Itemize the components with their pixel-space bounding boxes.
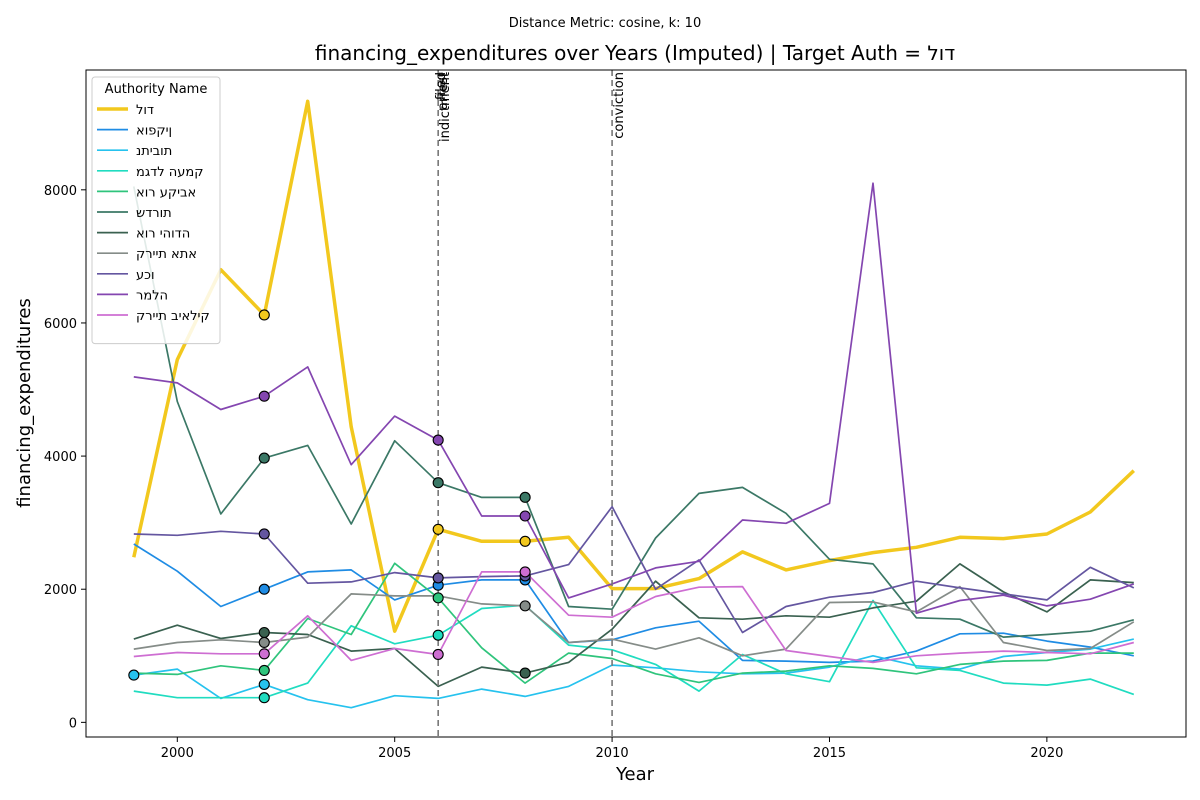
legend-label-2: תוביתנ	[136, 144, 172, 159]
legend-label-3: קמעה לדגמ	[136, 165, 204, 180]
point-marker-8-2006	[432, 572, 444, 584]
legend-label-4: אביקע רוא	[136, 185, 196, 200]
point-marker-0-2008	[519, 535, 531, 547]
chart-title: financing_expenditures over Years (Imput…	[315, 41, 955, 65]
point-marker-0-2006	[432, 523, 444, 535]
point-marker-6-2002	[258, 626, 270, 639]
point-marker-10-2008	[519, 566, 531, 578]
point-marker-1-2002	[258, 583, 270, 595]
point-marker-5-2002	[258, 452, 270, 464]
x-axis-title: Year	[615, 764, 655, 785]
legend: Authority Name דול ןיקפוא תוביתנ קמעה לדגמ אב…	[91, 76, 221, 345]
point-marker-9-2008	[519, 510, 531, 522]
event-label-indictment: indictment	[438, 72, 453, 142]
series-line-6	[133, 563, 1134, 688]
point-marker-0-2002	[258, 309, 270, 321]
legend-label-1: ןיקפוא	[136, 124, 172, 139]
point-marker-9-2002	[258, 390, 270, 402]
point-marker-3-2006	[432, 629, 444, 641]
plot-markers-group	[128, 309, 531, 704]
point-marker-7-2008	[519, 600, 531, 612]
series-line-10	[133, 571, 1135, 664]
plot-series-group	[132, 99, 1136, 709]
series-line-9	[133, 182, 1135, 615]
series-line-0	[132, 99, 1136, 633]
series-line-5	[132, 186, 1135, 638]
x-tick-label-2005: 2005	[378, 746, 411, 761]
x-axis: 2000 2005 2010 2015 2020	[161, 737, 1063, 761]
point-marker-9-2006	[432, 434, 444, 446]
legend-label-7: אתא תיירק	[136, 247, 197, 262]
series-line-2	[133, 638, 1134, 709]
point-marker-8-2002	[258, 528, 270, 540]
point-marker-7-2002	[258, 636, 270, 649]
point-marker-10-2002	[258, 648, 270, 660]
plot-frame	[85, 69, 1187, 738]
point-marker-4-2006	[432, 592, 444, 604]
event-label-conviction: conviction	[612, 72, 627, 139]
y-tick-label-6000: 6000	[44, 317, 77, 332]
series-line-3	[133, 599, 1135, 699]
y-axis-title: financing_expenditures	[14, 298, 35, 508]
x-tick-label-2015: 2015	[813, 746, 846, 761]
x-tick-label-2010: 2010	[596, 746, 629, 761]
legend-label-0: דול	[136, 103, 154, 118]
legend-label-5: תורדש	[136, 206, 172, 221]
legend-title: Authority Name	[105, 82, 208, 97]
point-marker-6-2008	[519, 667, 531, 679]
series-line-4	[133, 562, 1134, 684]
legend-label-10: קילאיב תיירק	[136, 309, 210, 324]
y-tick-label-8000: 8000	[44, 184, 77, 199]
series-line-7	[133, 585, 1135, 657]
legend-label-9: הלמר	[136, 288, 168, 303]
series-line-8	[133, 505, 1135, 634]
point-marker-10-2006	[432, 648, 444, 661]
y-tick-label-4000: 4000	[44, 450, 77, 465]
point-marker-4-2002	[258, 664, 270, 676]
y-axis: 0 2000 4000 6000 8000	[44, 184, 86, 731]
legend-label-8: וכע	[136, 268, 155, 283]
point-marker-2-2002	[258, 678, 270, 690]
x-tick-label-2000: 2000	[161, 746, 194, 761]
event-label-arrest: arrest	[436, 72, 451, 110]
point-marker-3-2002	[258, 692, 270, 704]
y-tick-label-0: 0	[69, 716, 77, 731]
legend-box	[91, 76, 221, 345]
event-label-filed: filed	[434, 72, 449, 100]
legend-label-6: הדוהי רוא	[136, 227, 190, 242]
point-marker-5-2008	[519, 491, 531, 503]
chart-suptitle: Distance Metric: cosine, k: 10	[509, 16, 701, 31]
point-marker-5-2006	[432, 477, 444, 489]
y-tick-label-2000: 2000	[44, 583, 77, 598]
x-tick-label-2020: 2020	[1030, 746, 1063, 761]
point-marker-2-1999	[128, 669, 140, 681]
